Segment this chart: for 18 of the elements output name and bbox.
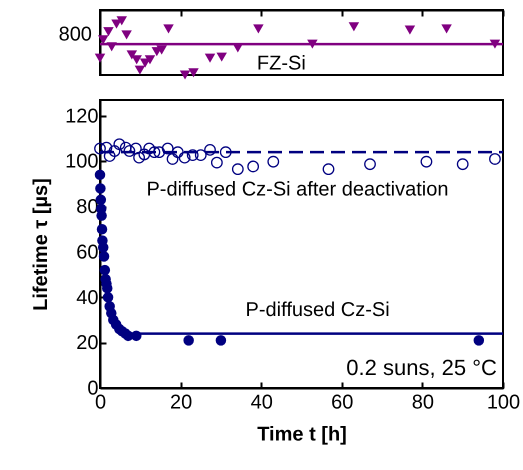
x-tick-label: 100 xyxy=(486,392,520,414)
x-tick-label: 60 xyxy=(331,392,354,414)
x-axis-title: Time t [h] xyxy=(257,424,347,446)
annotation: P-diffused Cz-Si after deactivation xyxy=(146,178,448,200)
y-axis-title: Lifetime τ [µs] xyxy=(30,178,52,311)
y-tick-label: 120 xyxy=(65,105,98,128)
y-tick-label: 100 xyxy=(65,150,98,173)
annotation: FZ-Si xyxy=(256,52,306,74)
y-tick-label: 20 xyxy=(76,332,98,354)
x-tick-label: 20 xyxy=(170,392,192,414)
annotation: P-diffused Cz-Si xyxy=(246,299,390,322)
y-tick-label: 80 xyxy=(76,196,98,218)
text: 800 xyxy=(58,24,92,46)
annotation: 0.2 suns, 25 °C xyxy=(346,354,498,380)
x-tick-label: 80 xyxy=(412,392,434,414)
x-tick-label: 40 xyxy=(250,392,273,414)
y-tick-label: 40 xyxy=(76,286,98,309)
y-tick-label: 60 xyxy=(76,241,98,264)
